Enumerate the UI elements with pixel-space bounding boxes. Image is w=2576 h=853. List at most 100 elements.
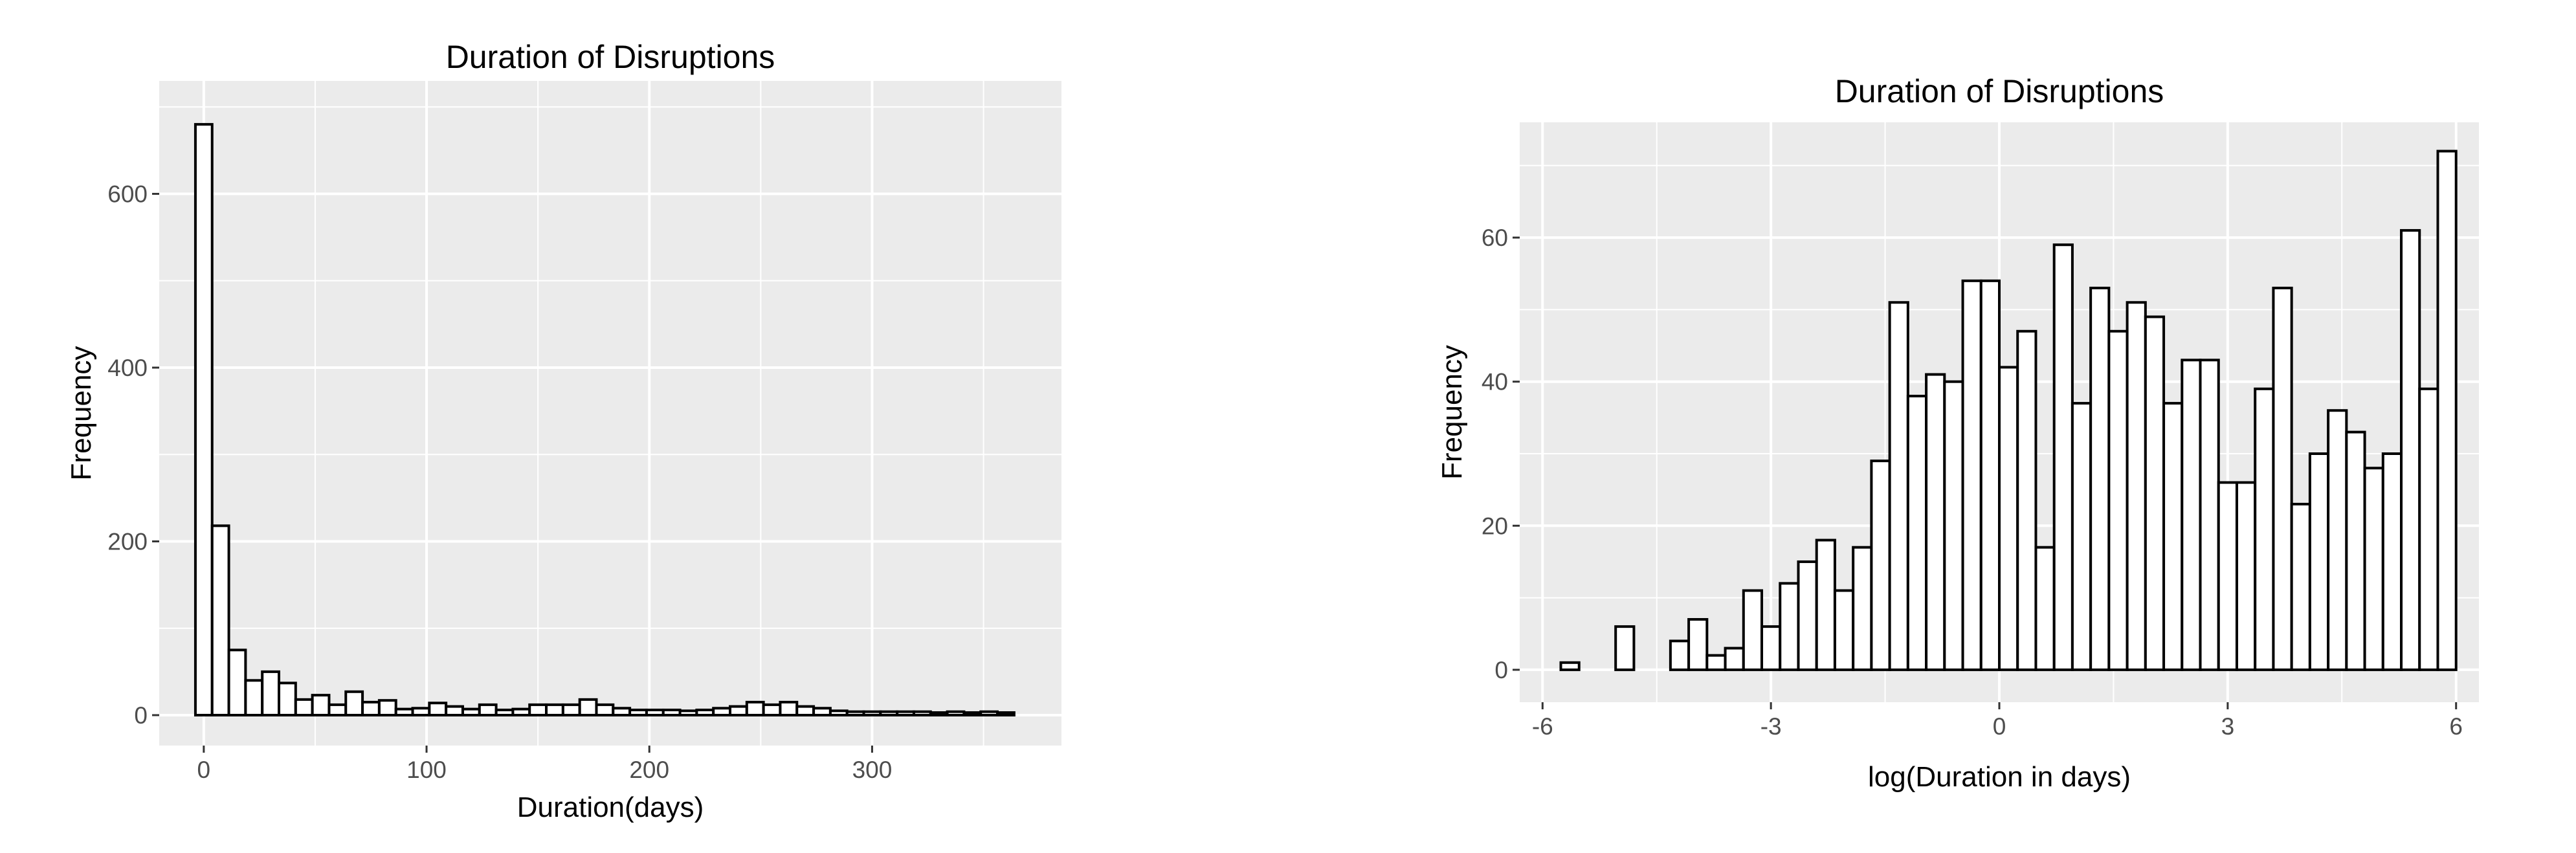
histogram-bar: [511, 707, 531, 717]
histogram-bar: [545, 703, 564, 717]
histogram-bar: [762, 703, 782, 717]
histogram-bar: [1925, 373, 1946, 671]
histogram-bar: [1742, 589, 1764, 671]
histogram-bar: [1906, 394, 1928, 671]
histogram-bar: [311, 694, 331, 717]
histogram-bar: [194, 123, 214, 717]
histogram-bar: [2235, 481, 2257, 671]
histogram-bar: [912, 710, 932, 717]
histogram-bar: [929, 711, 949, 717]
y-axis-label: Frequency: [1436, 345, 1468, 480]
histogram-bar: [478, 703, 498, 717]
histogram-bar: [996, 711, 1016, 717]
histogram-bar: [729, 705, 748, 717]
histogram-bar: [2089, 287, 2111, 671]
histogram-bar: [2400, 228, 2421, 671]
histogram-bar: [261, 670, 281, 717]
histogram-duration-days: 0 100 200 300 0 200 400 600 Duration of Disrupti…: [65, 39, 1061, 823]
histogram-bar: [1998, 366, 2019, 671]
histogram-bar: [561, 703, 581, 717]
plot-panel-background: [159, 81, 1061, 746]
y-tick-label: 60: [1482, 225, 1508, 251]
histogram-bar: [2034, 546, 2056, 671]
x-tick-label: 200: [629, 757, 669, 783]
histogram-bar: [1797, 560, 1818, 671]
histogram-bar: [2107, 329, 2129, 671]
histogram-bar: [494, 708, 515, 717]
y-tick-label: 400: [107, 355, 148, 381]
histogram-bar: [2199, 359, 2220, 671]
x-tick-label: 100: [406, 757, 447, 783]
y-tick-label: 0: [1494, 657, 1508, 683]
histogram-bar: [227, 648, 247, 717]
histogram-bar: [445, 705, 464, 717]
histogram-bar: [210, 524, 230, 717]
histogram-svg-left: 0 100 200 300 0 200 400 600 Duration of Disrupti…: [65, 39, 1061, 823]
histogram-bar: [328, 703, 348, 717]
histogram-bar: [578, 698, 598, 717]
histogram-bar: [2327, 409, 2348, 671]
histogram-bar: [795, 705, 816, 717]
histogram-bar: [428, 702, 448, 717]
histogram-bar: [2290, 502, 2311, 671]
y-tick-label: 0: [134, 702, 148, 729]
histogram-bar: [1760, 625, 1782, 671]
histogram-bar: [394, 707, 414, 717]
x-tick-label: -3: [1760, 713, 1782, 740]
histogram-bar: [1669, 639, 1691, 671]
y-tick-label: 20: [1482, 513, 1508, 539]
histogram-bar: [612, 707, 632, 717]
histogram-bar: [2254, 387, 2275, 671]
histogram-bar: [879, 710, 899, 717]
histogram-bar: [2345, 430, 2366, 671]
histogram-bar: [695, 708, 715, 717]
histogram-bar: [1943, 380, 1964, 671]
histogram-bar: [1961, 279, 1982, 671]
histogram-log-duration: -6 -3 0 3 6 0 20 40 60 Duration of Disruptions log…: [1288, 0, 2576, 853]
histogram-bar: [2381, 452, 2403, 671]
histogram-bar: [896, 710, 915, 717]
histogram-bar: [979, 710, 999, 717]
histogram-bar: [294, 698, 314, 717]
y-axis-label: Frequency: [65, 346, 97, 481]
histogram-bar: [1724, 647, 1745, 671]
chart-title: Duration of Disruptions: [446, 39, 775, 75]
chart-title: Duration of Disruptions: [1835, 73, 2164, 109]
histogram-bar: [2071, 402, 2093, 671]
y-tick-label: 200: [107, 529, 148, 555]
histogram-bar: [1687, 618, 1709, 671]
histogram-bar: [278, 681, 297, 717]
histogram-bar: [1870, 460, 1891, 671]
histogram-bar: [1888, 301, 1909, 671]
histogram-bar: [845, 710, 865, 717]
histogram-bar: [745, 700, 765, 717]
histogram-bar: [661, 708, 682, 717]
histogram-bar: [461, 707, 481, 717]
histogram-bar: [2126, 301, 2147, 671]
x-axis-label: log(Duration in days): [1868, 761, 2131, 793]
histogram-bar: [244, 679, 264, 717]
histogram-bar: [862, 710, 882, 717]
x-tick-label: 0: [1993, 713, 2006, 740]
histogram-bar: [1779, 582, 1800, 671]
histogram-bar: [1815, 538, 1836, 671]
histogram-bar: [2217, 481, 2238, 671]
histogram-bar: [528, 703, 548, 717]
histogram-bar: [1852, 546, 1873, 671]
histogram-bar: [595, 703, 615, 717]
histogram-bar: [411, 707, 431, 717]
histogram-bar: [1833, 589, 1855, 671]
histogram-bar: [2162, 402, 2184, 671]
x-tick-label: 300: [852, 757, 893, 783]
y-tick-label: 40: [1482, 369, 1508, 395]
histogram-bar: [645, 708, 665, 717]
histogram-bar: [712, 707, 732, 717]
histogram-bar: [2418, 387, 2439, 671]
y-tick-label: 600: [107, 181, 148, 208]
histogram-bar: [828, 709, 849, 717]
histogram-bar: [812, 707, 832, 717]
x-tick-label: 6: [2449, 713, 2463, 740]
histogram-bar: [2144, 315, 2166, 671]
histogram-bar: [2308, 452, 2330, 671]
